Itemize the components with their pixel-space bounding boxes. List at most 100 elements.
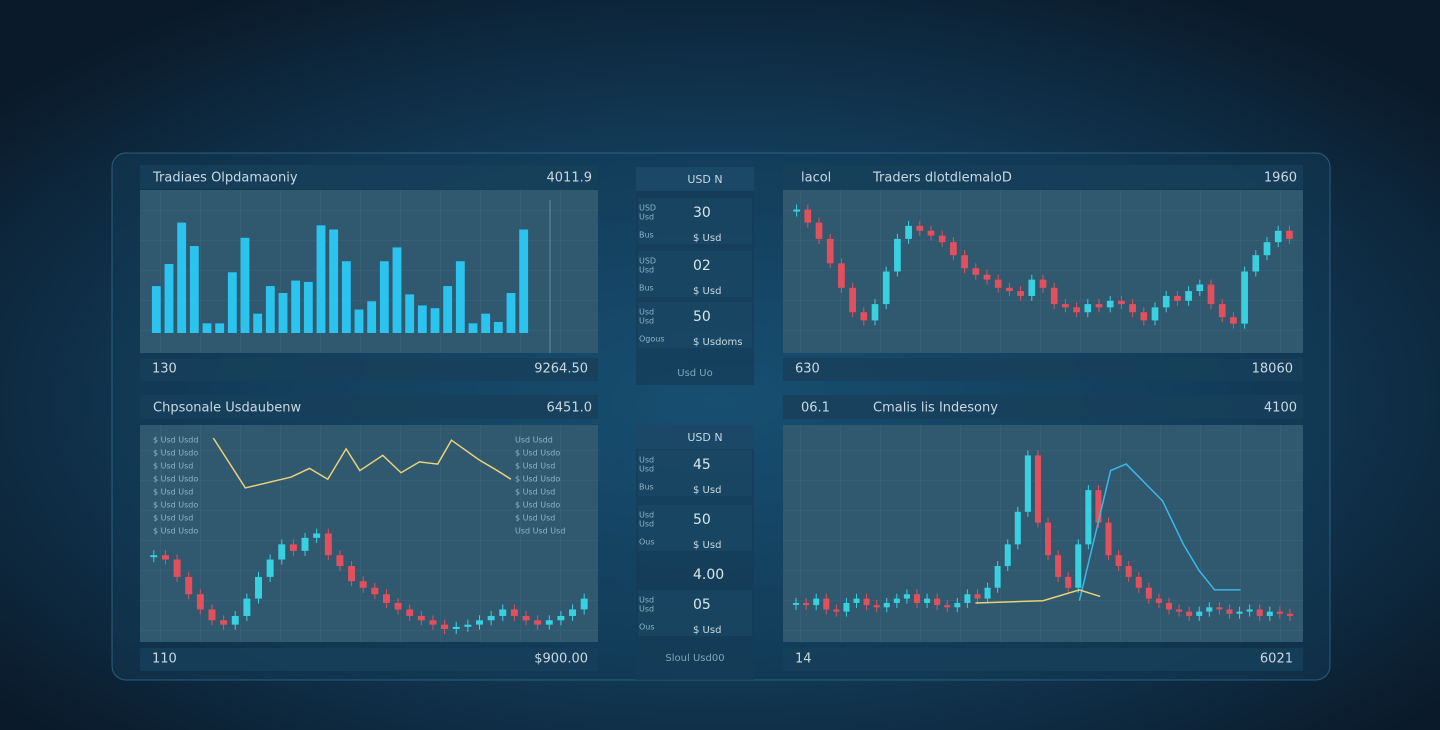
candle-body	[849, 287, 856, 313]
candle-body	[1017, 291, 1024, 296]
panel-header	[783, 165, 1303, 189]
candle-body	[1028, 279, 1036, 296]
candle-body	[1024, 455, 1031, 512]
candle-body	[882, 271, 890, 305]
candle-body	[873, 605, 880, 608]
side-row	[638, 302, 752, 348]
candle-body	[394, 602, 402, 610]
row-label: Ous	[639, 623, 655, 632]
candle-body	[196, 594, 204, 610]
candle-body	[441, 624, 449, 629]
candle-body	[243, 598, 251, 616]
side-header	[636, 167, 754, 191]
candle-body	[1006, 287, 1013, 292]
candle-body	[1065, 576, 1072, 588]
bar	[202, 323, 212, 333]
candle-body	[1105, 522, 1112, 556]
legend-text: $ Usd Usdd	[153, 436, 198, 445]
bar	[253, 313, 263, 333]
candle-body	[863, 598, 870, 606]
candle-body	[938, 235, 946, 243]
side-row	[638, 450, 752, 496]
bar	[493, 321, 503, 333]
candle-body	[336, 555, 344, 567]
candle-body	[1196, 284, 1204, 292]
row-value: 4.00	[693, 567, 724, 583]
panel-value: 4100	[1264, 401, 1297, 416]
bar	[151, 286, 161, 333]
candle-body	[1226, 609, 1233, 614]
panel-header	[140, 395, 598, 419]
footer-right: 9264.50	[534, 362, 588, 377]
candle-body	[1206, 607, 1213, 612]
candle-body	[1085, 490, 1092, 545]
candle-body	[934, 598, 941, 606]
panel-value: 1960	[1264, 171, 1297, 186]
candle-body	[324, 533, 332, 556]
candle-body	[569, 609, 577, 616]
row-label: Usd	[639, 456, 654, 465]
panel-value: 6451.0	[547, 401, 593, 416]
legend-text: $ Usd Usd	[515, 514, 555, 523]
bar	[215, 323, 225, 333]
legend-text: $ Usd Usdo	[153, 501, 198, 510]
legend-text: $ Usd Usdo	[153, 527, 198, 536]
legend-text: $ Usd Usdo	[153, 475, 198, 484]
candle-body	[545, 620, 553, 625]
panel-label: 06.1	[801, 401, 830, 416]
row-label: Usd	[639, 308, 654, 317]
candle-body	[984, 587, 991, 599]
content: Tradiaes Olpdamaoniy 4011.9 130 9264.50 laco…	[140, 165, 1303, 680]
candle-body	[826, 238, 834, 264]
line-series	[212, 437, 512, 489]
candle-body	[964, 594, 971, 603]
bar	[367, 301, 377, 333]
row-label: USD	[639, 204, 656, 213]
panel-footer	[783, 648, 1303, 671]
chart-grid	[140, 425, 598, 642]
footer-left: 14	[795, 652, 812, 667]
bar	[189, 246, 199, 333]
candle-body	[1207, 284, 1215, 305]
bar	[430, 308, 440, 333]
legend-text: $ Usd Usd	[153, 488, 193, 497]
bar	[481, 313, 491, 333]
candle-body	[510, 609, 518, 616]
candle-body	[994, 566, 1001, 588]
candle-body	[994, 279, 1002, 288]
candle-body	[974, 594, 981, 599]
candle-body	[954, 602, 961, 608]
row-label: Bus	[639, 231, 654, 240]
candle-body	[557, 615, 565, 621]
candle-body	[1039, 279, 1047, 288]
row-label: Usd	[639, 605, 654, 614]
candle-body	[983, 274, 991, 280]
candle-body	[313, 533, 321, 538]
footer-right: 18060	[1252, 362, 1293, 377]
candle-body	[487, 615, 495, 621]
candle-body	[406, 609, 414, 616]
candle-body	[894, 238, 901, 272]
candle-body	[1073, 307, 1080, 313]
candle-body	[1216, 607, 1223, 610]
candle-body	[1236, 611, 1243, 614]
panel-title: Tradiaes Olpdamaoniy	[152, 171, 298, 186]
bar	[240, 237, 250, 333]
chart-grid	[783, 190, 1303, 353]
candle-body	[1241, 271, 1248, 324]
panel-label: lacol	[801, 171, 831, 186]
candle-body	[371, 587, 379, 595]
candle-body	[913, 594, 921, 603]
candle-body	[860, 312, 868, 321]
candle-body	[580, 598, 588, 610]
candle-body	[522, 615, 530, 621]
row-note: $ Usd	[693, 286, 721, 297]
candle-body	[924, 598, 931, 603]
candle-body	[853, 598, 860, 603]
bar	[265, 286, 275, 333]
row-label: Usd	[639, 465, 654, 474]
candle-body	[1246, 609, 1253, 612]
bar	[177, 222, 187, 333]
bar	[303, 281, 313, 333]
